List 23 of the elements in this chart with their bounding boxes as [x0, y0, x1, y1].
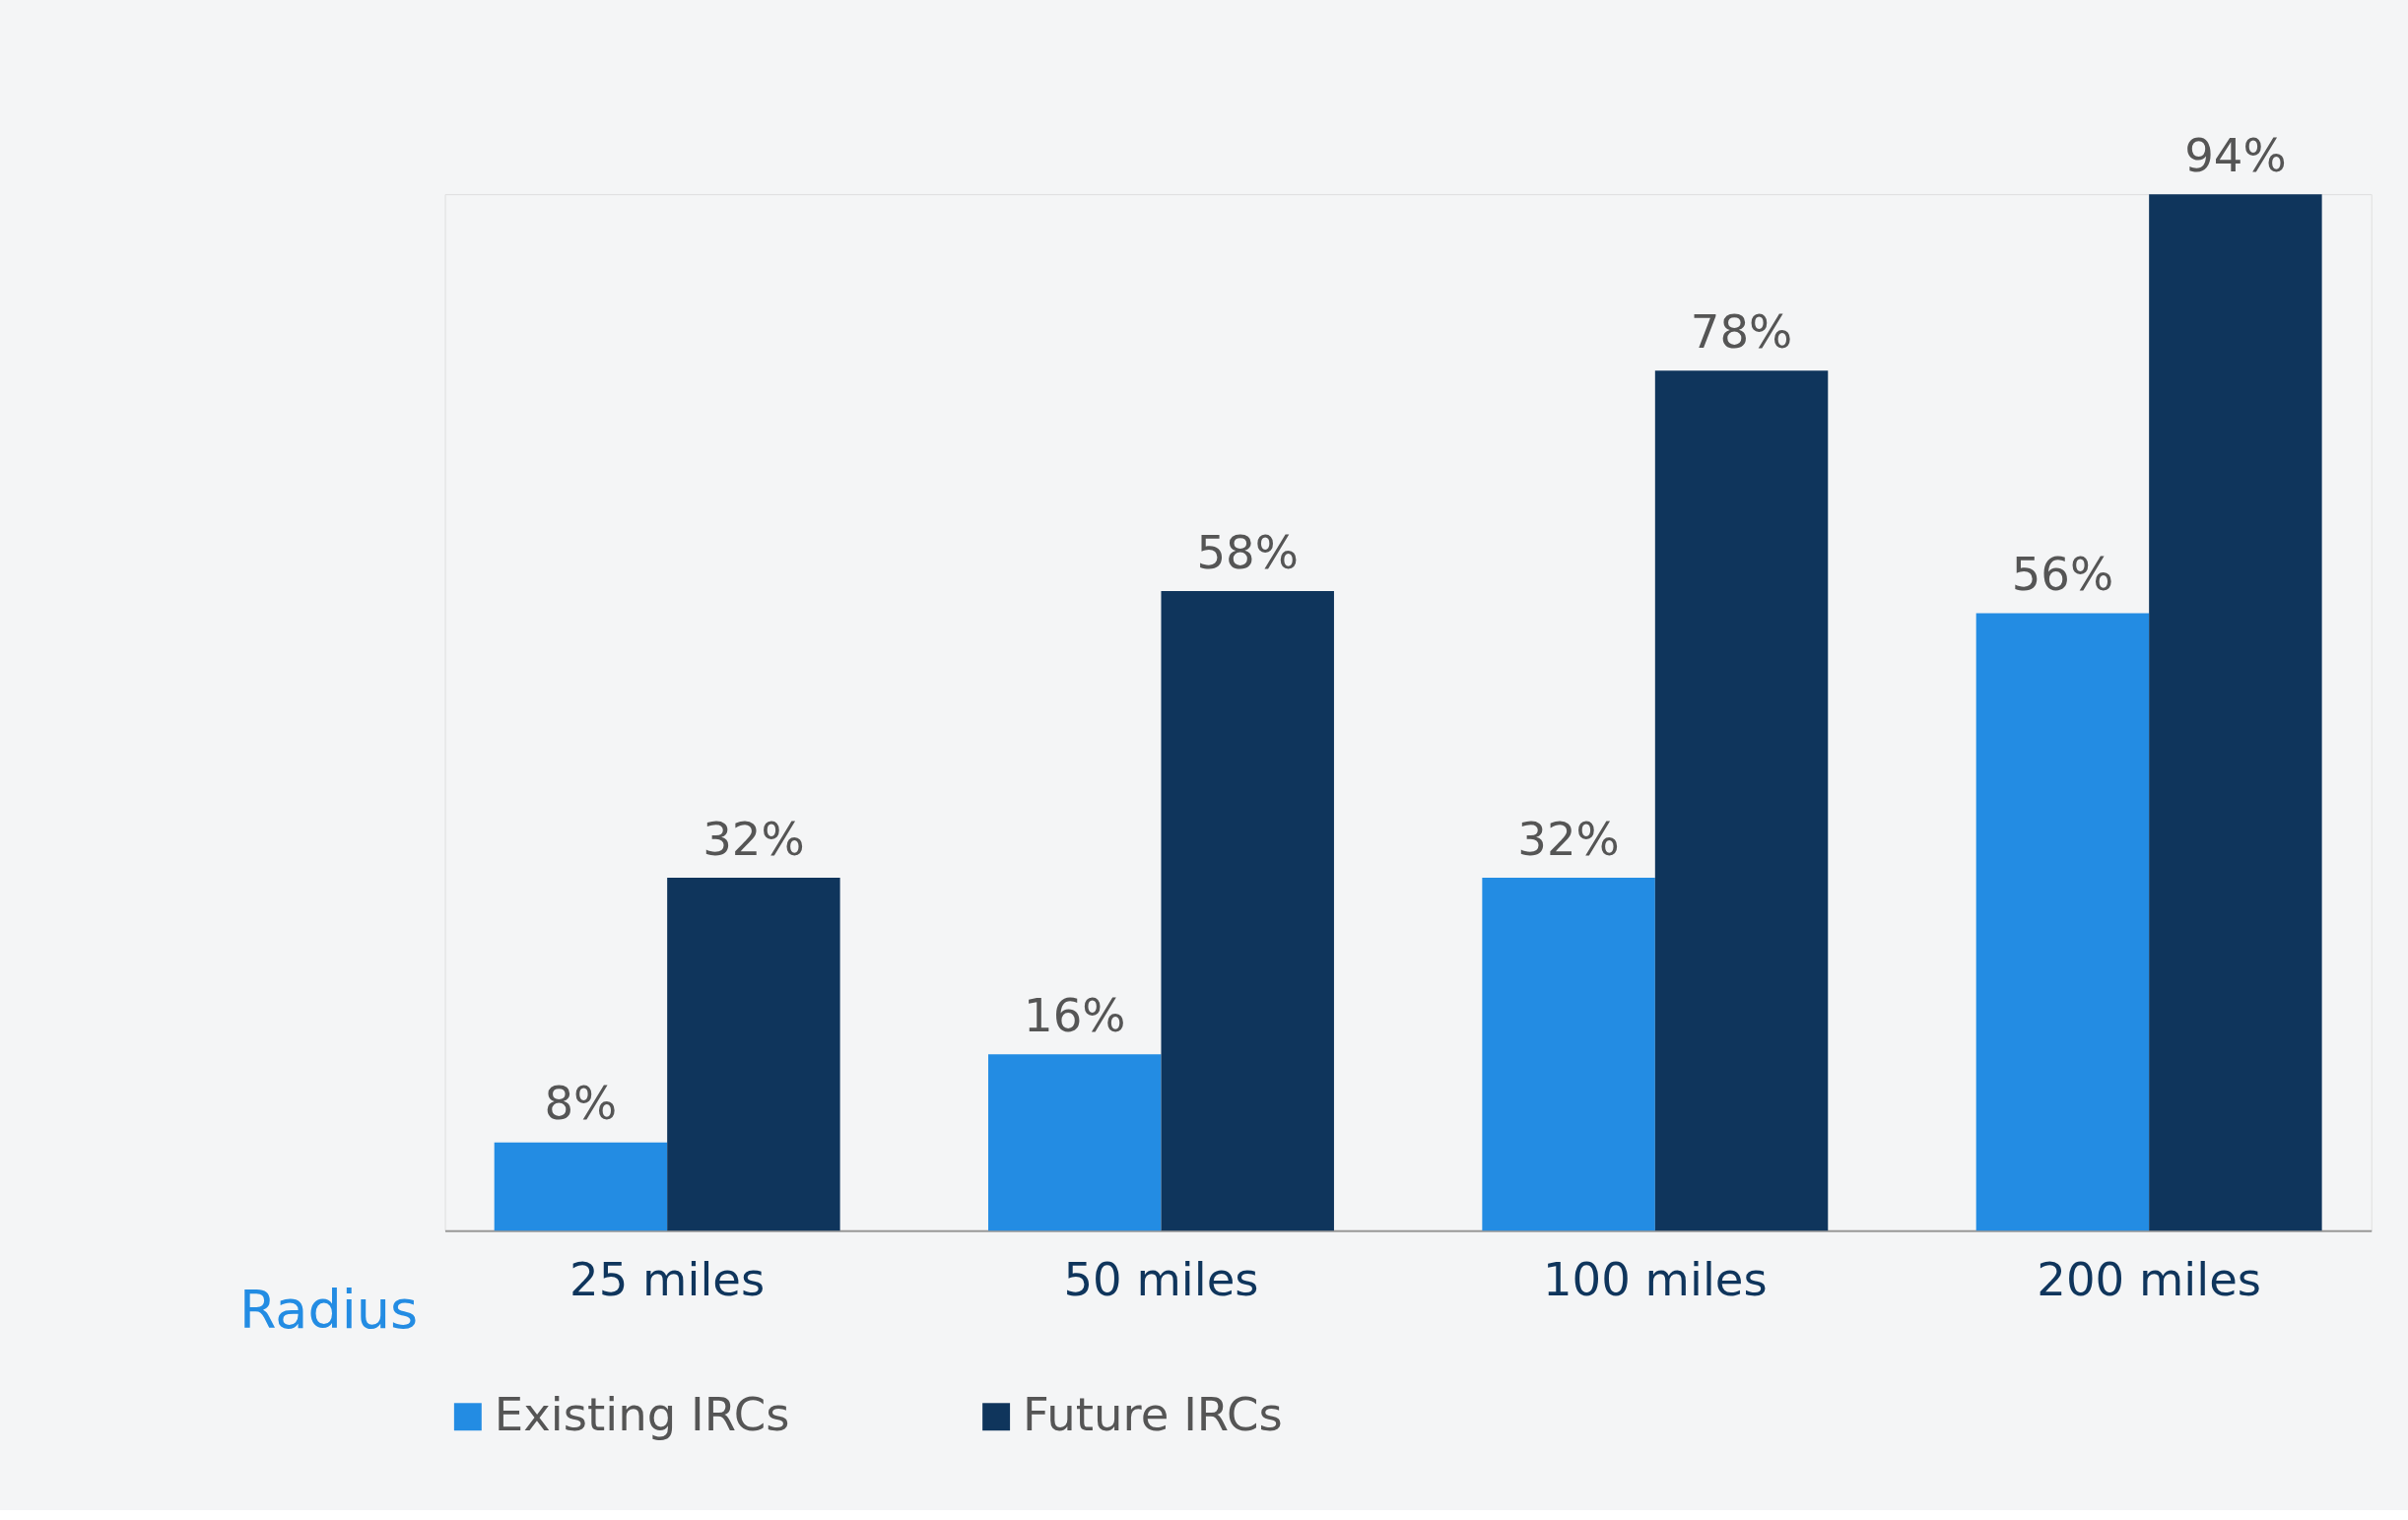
data-label: 16% — [1024, 988, 1126, 1042]
data-label: 94% — [2184, 128, 2287, 182]
x-tick-label: 25 miles — [569, 1252, 766, 1306]
data-label: 8% — [544, 1077, 618, 1131]
x-axis-title: Radius — [239, 1279, 419, 1342]
bar — [2149, 194, 2322, 1231]
data-label: 32% — [702, 812, 805, 866]
data-label: 78% — [1690, 304, 1793, 359]
bar — [1482, 878, 1655, 1231]
bar — [988, 1054, 1162, 1231]
data-label: 56% — [2011, 548, 2114, 602]
x-tick-label: 100 miles — [1542, 1252, 1768, 1306]
data-label: 32% — [1517, 812, 1620, 866]
bar — [667, 878, 840, 1231]
bar — [1975, 613, 2150, 1231]
legend-label: Future IRCs — [1023, 1388, 1283, 1442]
bar — [1161, 591, 1334, 1231]
bar — [1654, 370, 1829, 1231]
legend-label: Existing IRCs — [494, 1388, 790, 1442]
data-label: 58% — [1196, 525, 1299, 579]
x-tick-label: 200 miles — [2037, 1252, 2262, 1306]
bar — [494, 1142, 668, 1231]
x-tick-label: 50 miles — [1063, 1252, 1259, 1306]
